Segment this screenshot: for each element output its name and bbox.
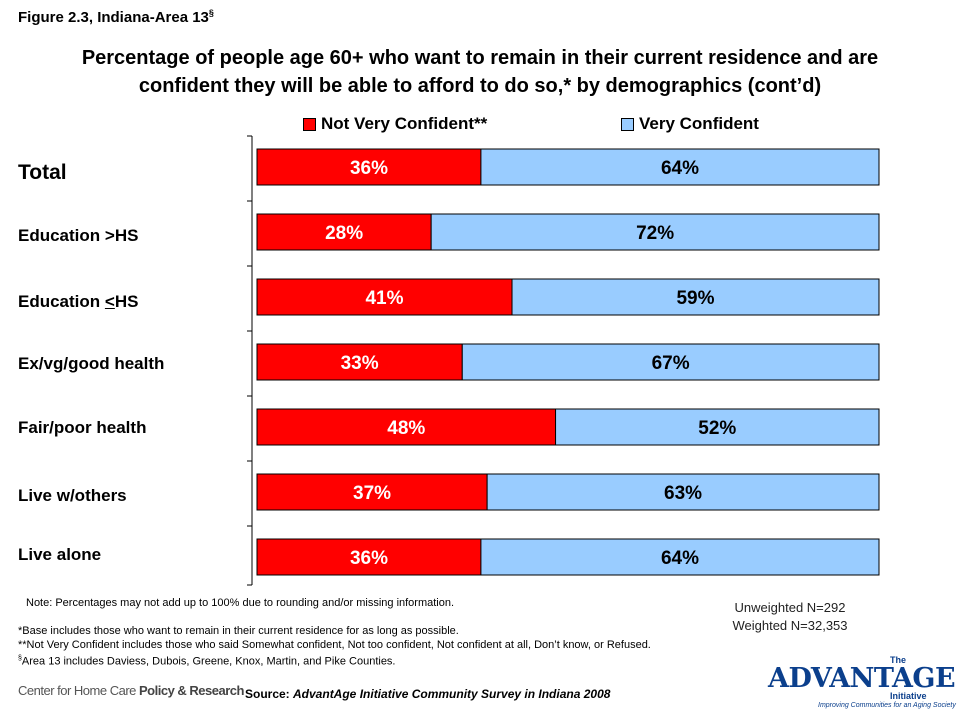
advantage-initiative-logo: The ADVANTAGE Initiative Improving Commu… [768, 655, 956, 713]
figure-label-text: Figure 2.3, Indiana-Area 13 [18, 9, 209, 26]
row-label-total: Total [18, 161, 67, 184]
bar-label-very-confident-6: 64% [661, 548, 699, 569]
footnote-area-text: Area 13 includes Daviess, Dubois, Greene… [21, 655, 396, 668]
weighted-n: Weighted N=32,353 [732, 618, 848, 633]
bar-label-not-very-confident-0: 36% [350, 158, 388, 179]
footnote-not-very-confident: **Not Very Confident includes those who … [18, 638, 651, 651]
bar-label-not-very-confident-6: 36% [350, 548, 388, 569]
bar-label-not-very-confident-2: 41% [365, 288, 403, 309]
bar-very-confident-3 [461, 343, 880, 381]
bar-label-not-very-confident-3: 33% [341, 353, 379, 374]
row-label-poor-health: Fair/poor health [18, 418, 147, 437]
adv-logo-the: The [890, 655, 907, 665]
bar-label-very-confident-4: 52% [698, 418, 736, 439]
figure-label: Figure 2.3, Indiana-Area 13§ [18, 8, 214, 26]
chc-logo-part-a: Center for Home Care [18, 683, 139, 698]
footnote-area: §Area 13 includes Daviess, Dubois, Green… [18, 652, 718, 669]
bar-label-very-confident-0: 64% [661, 158, 699, 179]
bar-not-very-confident-1 [256, 213, 432, 251]
legend-label-very-confident: Very Confident [639, 114, 759, 133]
bar-label-very-confident-5: 63% [664, 483, 702, 504]
title-line-1: Percentage of people age 60+ who want to… [81, 47, 879, 69]
row-label-education-gt-hs: Education >HS [18, 226, 139, 245]
bar-not-very-confident-6 [256, 538, 482, 576]
footnote-area-sup: § [18, 655, 22, 662]
chc-logo-part-b: Policy & Research [139, 683, 244, 698]
bar-very-confident-1 [430, 213, 880, 251]
unweighted-n: Unweighted N=292 [734, 600, 846, 615]
row-label-edu-suffix: HS [114, 292, 139, 311]
row-label-good-health: Ex/vg/good health [18, 354, 165, 373]
title-line-2: confident they will be able to afford to… [138, 75, 822, 97]
bar-not-very-confident-4 [256, 408, 557, 446]
legend-swatch-blue-icon [621, 117, 634, 131]
legend-item-very-confident: Very Confident [621, 114, 759, 134]
source-text: AdvantAge Initiative Community Survey in… [293, 687, 611, 701]
footnotes: *Base includes those who want to remain … [18, 625, 718, 669]
sample-size: Unweighted N=292 Weighted N=32,353 [720, 599, 860, 635]
adv-logo-tagline: Improving Communities for an Aging Socie… [818, 702, 956, 709]
legend: Not Very Confident** Very Confident [0, 114, 960, 134]
bar-label-very-confident-1: 72% [636, 223, 674, 244]
bar-label-very-confident-3: 67% [652, 353, 690, 374]
adv-logo-initiative: Initiative [890, 691, 927, 701]
row-label-edu-prefix: Education [18, 292, 105, 311]
adv-logo-word: ADVANTAGE [768, 663, 956, 694]
figure-label-sup: § [208, 8, 214, 18]
center-for-home-care-logo: Center for Home Care Policy & Research [18, 683, 244, 698]
bar-label-not-very-confident-5: 37% [353, 483, 391, 504]
source: Source: AdvantAge Initiative Community S… [245, 687, 610, 701]
legend-label-not-very-confident: Not Very Confident** [321, 114, 488, 133]
bar-very-confident-0 [480, 148, 880, 186]
row-label-edu-lt-symbol: < [104, 292, 115, 311]
legend-swatch-red-icon [303, 117, 316, 131]
bar-very-confident-6 [480, 538, 880, 576]
row-label-live-alone: Live alone [18, 545, 102, 564]
bar-label-not-very-confident-1: 28% [325, 223, 363, 244]
bar-label-very-confident-2: 59% [676, 288, 714, 309]
row-label-education-lt-hs: Education <HS [18, 292, 138, 312]
row-label-live-with-others: Live w/others [18, 486, 127, 505]
footnote-base: *Base includes those who want to remain … [18, 625, 459, 637]
source-prefix: Source: [245, 687, 294, 701]
chart-title: Percentage of people age 60+ who want to… [20, 44, 940, 100]
legend-item-not-very-confident: Not Very Confident** [303, 114, 487, 134]
bar-very-confident-5 [486, 473, 880, 511]
bar-label-not-very-confident-4: 48% [387, 418, 425, 439]
note: Note: Percentages may not add up to 100%… [26, 597, 455, 609]
bar-very-confident-4 [555, 408, 880, 446]
bar-not-very-confident-5 [256, 473, 488, 511]
bar-very-confident-2 [511, 278, 880, 316]
